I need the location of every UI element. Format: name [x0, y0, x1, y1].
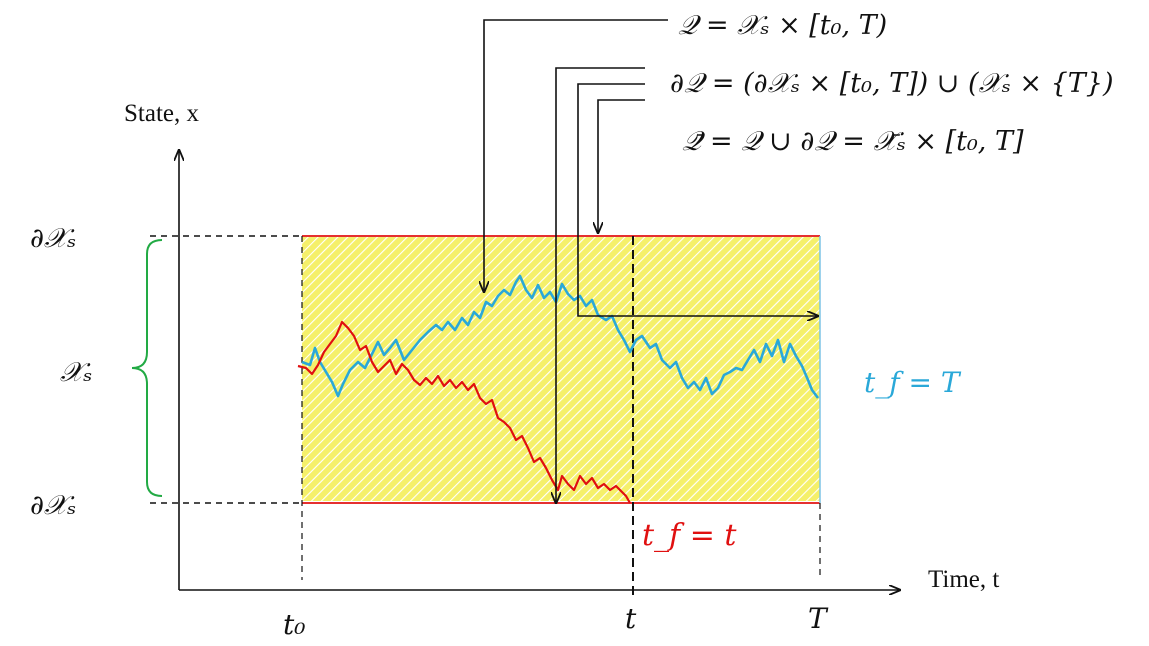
equation-Q: 𝒬 = 𝒳ₛ × [t₀, T) [678, 10, 887, 41]
equation-Qbar: 𝒬̄ = 𝒬 ∪ ∂𝒬 = 𝒳̄ₛ × [t₀, T] [682, 126, 1024, 157]
domain-brace [131, 239, 163, 497]
label-tf-T: t_f = T [864, 366, 962, 399]
label-boundary-bottom: ∂𝒳ₛ [30, 490, 76, 521]
tick-label-t: t [625, 602, 637, 635]
equation-dQ: ∂𝒬 = (∂𝒳ₛ × [t₀, T]) ∪ (𝒳ₛ × {T}) [670, 68, 1114, 99]
y-axis-label: State, x [124, 100, 199, 127]
callout-arrow-dQ-right [577, 83, 818, 316]
callout-arrow-Q [484, 19, 668, 292]
x-axis-label: Time, t [928, 566, 999, 593]
tick-label-t0: t₀ [283, 608, 305, 641]
label-domain: 𝒳ₛ [60, 357, 92, 388]
red-sample-path [297, 320, 631, 504]
label-tf-t: t_f = t [642, 518, 737, 553]
tick-label-T: T [808, 602, 829, 635]
callout-arrow-Qbar [598, 99, 645, 233]
callout-arrow-dQ-bottom [556, 67, 645, 503]
label-boundary-top: ∂𝒳ₛ [30, 223, 76, 254]
blue-sample-path [301, 274, 820, 399]
